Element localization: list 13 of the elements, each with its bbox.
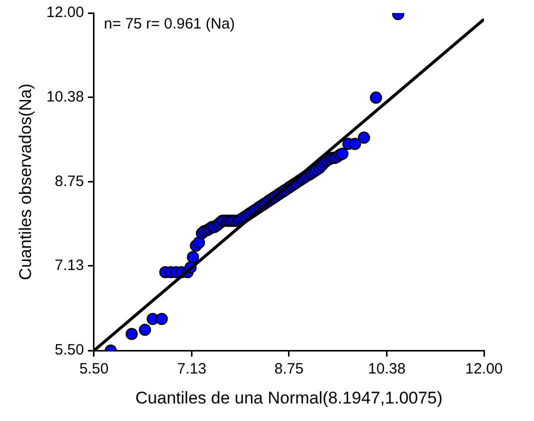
annotation: n= 75 r= 0.961 (Na) [104, 16, 235, 33]
y-axis-title: Cuantiles observados(Na) [16, 84, 35, 280]
x-tick-label: 5.50 [79, 360, 109, 378]
y-tick-label: 7.13 [54, 257, 84, 274]
y-tick-label: 10.38 [46, 88, 84, 106]
y-tick-label: 8.75 [54, 172, 84, 190]
x-tick-label: 10.38 [368, 360, 406, 378]
x-tick-label: 7.13 [177, 360, 206, 378]
y-tick-label: 5.50 [54, 342, 84, 359]
x-tick-label: 12.00 [465, 360, 503, 378]
x-tick-label: 8.75 [274, 360, 304, 378]
y-tick-label: 12.00 [46, 4, 84, 22]
x-axis-title: Cuantiles de una Normal(8.1947,1.0075) [135, 388, 443, 408]
